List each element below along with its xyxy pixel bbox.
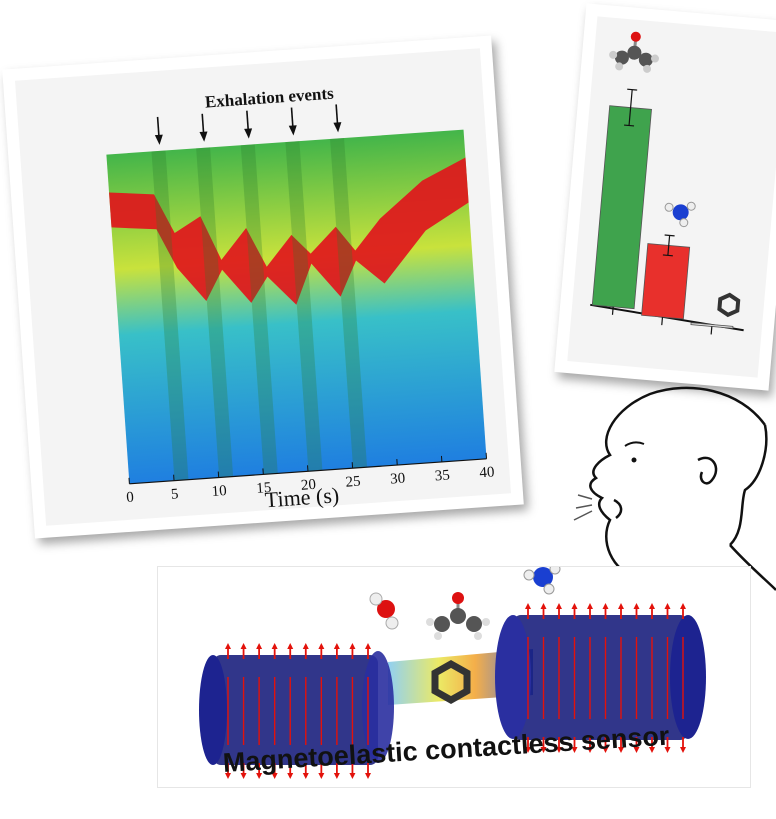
heatmap-plot: Exhalation events 0 5 10 15 20 25 30 35 40 Time … (106, 84, 495, 512)
bar (591, 105, 652, 310)
magnetic-field-arrow-icon (349, 643, 356, 659)
magnetic-field-arrow-icon (302, 643, 309, 659)
magnetic-field-arrow-icon (618, 603, 624, 619)
x-tick-label: 25 (345, 474, 361, 491)
magnetic-field-arrow-icon (318, 643, 325, 659)
x-tick-label: 10 (211, 483, 227, 500)
magnetic-field-arrow-icon (333, 643, 340, 659)
exhalation-event-stripe (285, 141, 323, 472)
magnetic-field-arrow-icon (571, 737, 578, 753)
magnetic-field-arrow-icon (540, 737, 547, 753)
magnetic-field-arrow-icon (571, 603, 578, 619)
magnetic-field-arrow-icon (556, 737, 562, 753)
bar-tick (611, 306, 614, 315)
sensor-illustration (199, 567, 706, 779)
event-arrow-icon (288, 107, 297, 136)
event-arrow-icon (333, 104, 342, 133)
magnetic-field-arrow-icon (618, 737, 624, 753)
magnetic-field-arrow-icon (240, 643, 247, 659)
benzene-molecule-icon (717, 292, 741, 318)
bar-chart-plot (590, 31, 744, 335)
magnetic-field-arrow-icon (287, 763, 294, 779)
magnetic-field-arrow-icon (271, 643, 278, 659)
x-tick-label: 5 (170, 486, 179, 502)
error-bar-cap (627, 88, 638, 91)
bar-tick (661, 317, 664, 326)
event-arrow-icon (154, 116, 163, 145)
magnetic-field-arrow-icon (587, 737, 593, 753)
magnetic-field-arrow-icon (318, 763, 325, 779)
magnetic-field-arrow-icon (365, 763, 371, 779)
exhalation-event-stripe (240, 144, 278, 475)
magnetic-field-arrow-icon (256, 763, 263, 779)
error-bar (628, 89, 633, 126)
x-tick-label: 35 (434, 467, 450, 484)
water-molecule-icon (369, 592, 399, 630)
magnetic-field-arrow-icon (664, 603, 671, 619)
magnetic-field-arrow-icon (602, 603, 609, 619)
magnetic-field-arrow-icon (649, 603, 655, 619)
magnetic-field-arrow-icon (556, 603, 562, 619)
exhalation-event-stripe (151, 150, 189, 481)
magnetic-field-arrow-icon (525, 737, 531, 753)
magnetic-field-arrow-icon (240, 763, 247, 779)
magnetic-field-arrow-icon (225, 763, 231, 779)
x-tick-label: 30 (390, 471, 406, 488)
magnetic-field-arrow-icon (633, 737, 640, 753)
exhalation-event-stripe (196, 147, 234, 478)
magnetic-field-arrow-icon (540, 603, 547, 619)
event-arrow-icon (199, 113, 208, 142)
right-coil (495, 603, 706, 753)
magnetic-field-arrow-icon (664, 737, 671, 753)
ammonia-molecule-icon (523, 567, 561, 595)
magnetic-field-arrow-icon (680, 603, 686, 619)
magnetic-field-arrow-icon (365, 643, 371, 659)
left-coil (199, 643, 394, 779)
acetone-molecule-icon (609, 31, 659, 73)
event-arrow-icon (244, 110, 253, 139)
magnetic-field-arrow-icon (587, 603, 593, 619)
error-bar (667, 235, 671, 256)
x-axis-title: Time (s) (264, 482, 340, 512)
error-bar-cap (662, 254, 673, 257)
magnetic-field-arrow-icon (287, 643, 294, 659)
magnetic-field-arrow-icon (649, 737, 655, 753)
x-tick-label: 20 (300, 477, 316, 494)
magnetic-field-arrow-icon (256, 643, 263, 659)
magnetic-field-arrow-icon (302, 763, 309, 779)
magnetic-field-arrow-icon (680, 737, 686, 753)
exhalation-label: Exhalation events (204, 84, 334, 112)
sensor-panel (157, 566, 751, 788)
magnetic-field-arrow-icon (225, 643, 231, 659)
x-tick-label: 40 (479, 464, 495, 481)
x-tick-label: 15 (256, 480, 272, 497)
benzene-molecule-icon (431, 659, 471, 705)
bar-chart-card (554, 3, 776, 391)
acetone-molecule-icon (426, 592, 490, 640)
magnetic-field-arrow-icon (602, 737, 609, 753)
high-intensity-band (109, 157, 469, 305)
heatmap-card: Exhalation events 0 5 10 15 20 25 30 35 40 Time … (2, 35, 524, 539)
magnetic-field-arrow-icon (633, 603, 640, 619)
magnetic-field-arrow-icon (333, 763, 340, 779)
bar-tick (710, 326, 713, 335)
x-tick-label: 0 (126, 490, 135, 506)
ammonia-molecule-icon (664, 201, 696, 228)
error-bar-cap (664, 234, 675, 237)
magnetic-field-arrow-icon (525, 603, 531, 619)
exhalation-event-stripe (330, 137, 368, 469)
magnetic-field-arrow-icon (349, 763, 356, 779)
magnetic-field-arrow-icon (271, 763, 278, 779)
error-bar-cap (624, 124, 635, 127)
